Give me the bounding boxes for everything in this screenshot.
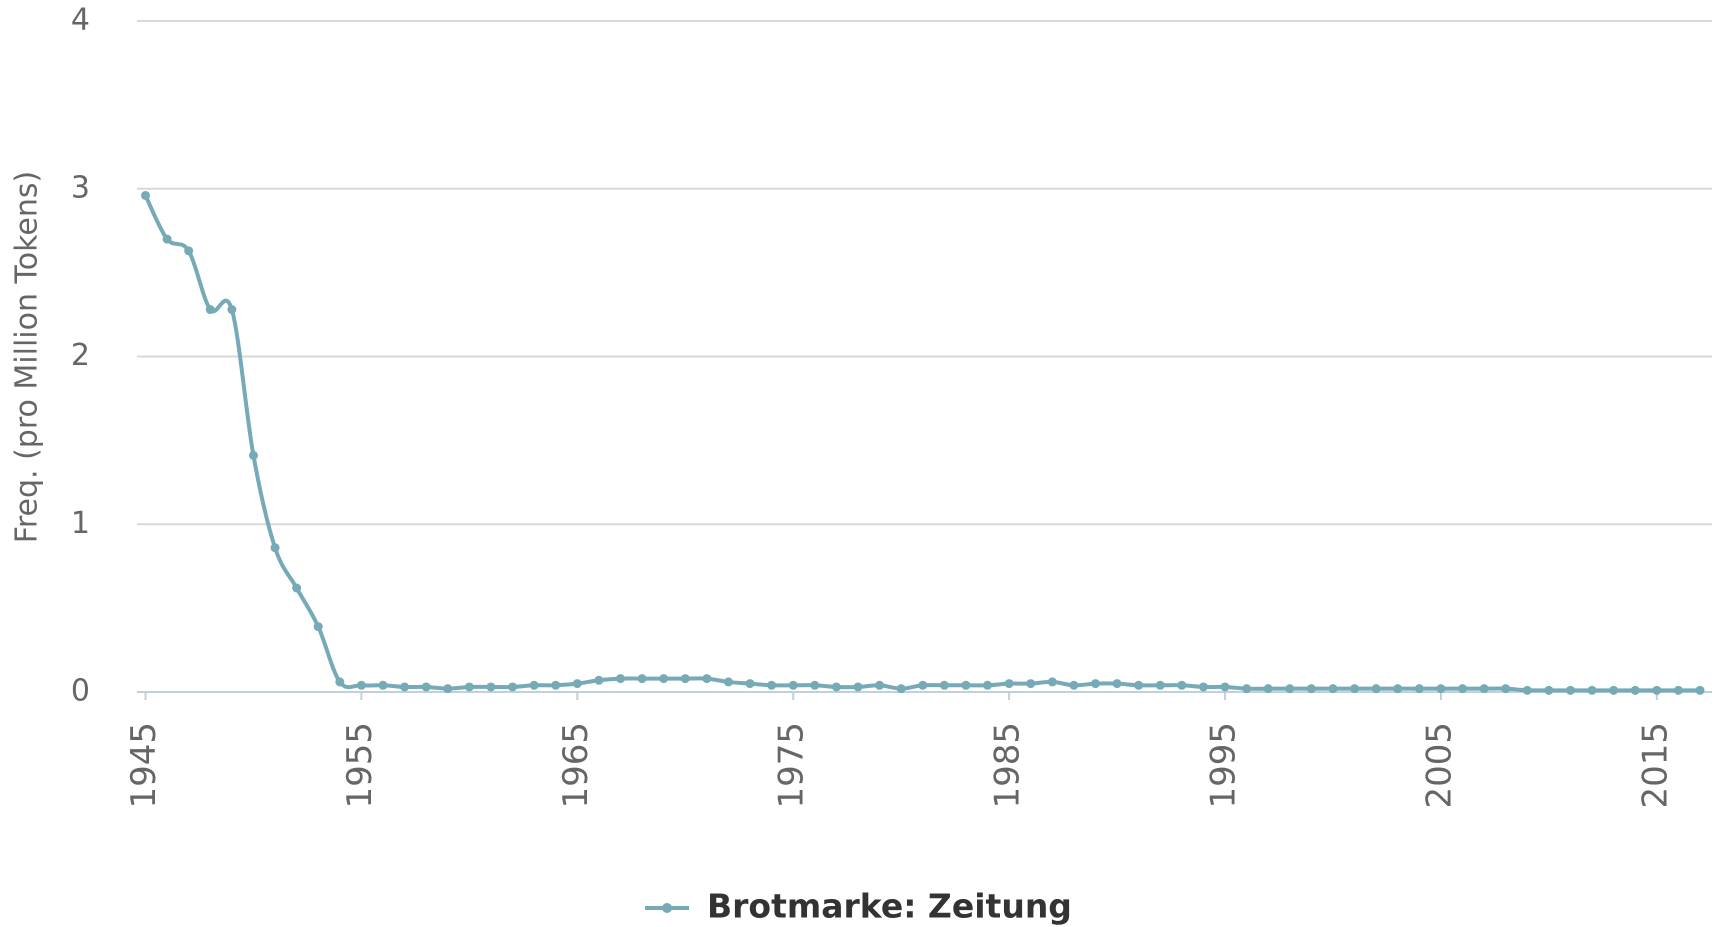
data-point — [486, 682, 496, 692]
x-tick-label: 1945 — [124, 722, 164, 809]
data-point — [443, 684, 453, 694]
y-tick-label: 0 — [71, 674, 90, 709]
data-point — [810, 680, 820, 690]
data-point — [1134, 680, 1144, 690]
data-point — [961, 680, 971, 690]
y-tick-label: 3 — [71, 170, 90, 205]
data-point — [1328, 684, 1338, 694]
data-point — [1565, 685, 1575, 695]
data-point — [313, 622, 323, 632]
data-point — [378, 680, 388, 690]
data-point — [1371, 684, 1381, 694]
data-point — [292, 583, 302, 593]
data-point — [1198, 682, 1208, 692]
legend-label: Brotmarke: Zeitung — [707, 887, 1072, 926]
y-axis-label: Freq. (pro Million Tokens) — [10, 171, 45, 543]
data-point — [1522, 685, 1532, 695]
data-point — [1350, 684, 1360, 694]
data-point — [1544, 685, 1554, 695]
data-point — [248, 450, 258, 460]
x-tick-label: 2015 — [1635, 722, 1675, 809]
data-point — [1652, 685, 1662, 695]
data-point — [572, 679, 582, 689]
y-tick-label: 4 — [71, 3, 90, 38]
data-point — [1242, 684, 1252, 694]
data-point — [594, 675, 604, 685]
data-point — [1177, 680, 1187, 690]
data-point — [1587, 685, 1597, 695]
data-point — [1090, 679, 1100, 689]
data-point — [1414, 684, 1424, 694]
data-point — [184, 246, 194, 256]
x-tick-label: 1995 — [1204, 722, 1244, 809]
data-point — [1112, 679, 1122, 689]
x-tick-label: 1975 — [772, 722, 812, 809]
data-point — [1047, 677, 1057, 687]
y-tick-label: 2 — [71, 338, 90, 373]
data-point — [615, 674, 625, 684]
data-point — [162, 234, 172, 244]
data-point — [421, 682, 431, 692]
data-point — [1501, 684, 1511, 694]
data-point — [205, 305, 215, 315]
data-point — [659, 674, 669, 684]
data-point — [551, 680, 561, 690]
data-point — [464, 682, 474, 692]
data-point — [723, 677, 733, 687]
data-point — [1673, 685, 1683, 695]
data-point — [400, 682, 410, 692]
data-point — [983, 680, 993, 690]
data-point — [1069, 680, 1079, 690]
data-point — [356, 680, 366, 690]
x-tick-label: 1985 — [988, 722, 1028, 809]
data-point — [637, 674, 647, 684]
data-point — [1695, 685, 1705, 695]
data-point — [508, 682, 518, 692]
data-point — [1155, 680, 1165, 690]
data-point — [141, 190, 150, 200]
data-point — [270, 543, 280, 553]
legend-marker — [662, 903, 672, 913]
data-point — [1220, 682, 1230, 692]
x-tick-label: 1965 — [556, 722, 596, 809]
data-point — [788, 680, 798, 690]
data-point — [1458, 684, 1468, 694]
data-point — [1306, 684, 1316, 694]
data-point — [1609, 685, 1619, 695]
series-line — [143, 194, 1700, 693]
data-point — [896, 684, 906, 694]
data-point — [1026, 679, 1036, 689]
x-tick-label: 2005 — [1419, 722, 1459, 809]
data-point — [335, 677, 345, 687]
data-point — [227, 305, 237, 315]
data-point — [831, 682, 841, 692]
data-point — [745, 679, 755, 689]
data-point — [767, 680, 777, 690]
data-point — [853, 682, 863, 692]
data-point — [1436, 684, 1446, 694]
data-point — [939, 680, 949, 690]
data-point — [1263, 684, 1273, 694]
data-point — [680, 674, 690, 684]
data-point — [1393, 684, 1403, 694]
data-point — [1004, 679, 1014, 689]
data-point — [702, 674, 712, 684]
data-point — [529, 680, 539, 690]
data-point — [918, 680, 928, 690]
data-point — [1285, 684, 1295, 694]
y-tick-label: 1 — [71, 506, 90, 541]
data-point — [1630, 685, 1640, 695]
data-point — [1479, 684, 1489, 694]
x-tick-label: 1955 — [340, 722, 380, 809]
data-point — [875, 680, 885, 690]
